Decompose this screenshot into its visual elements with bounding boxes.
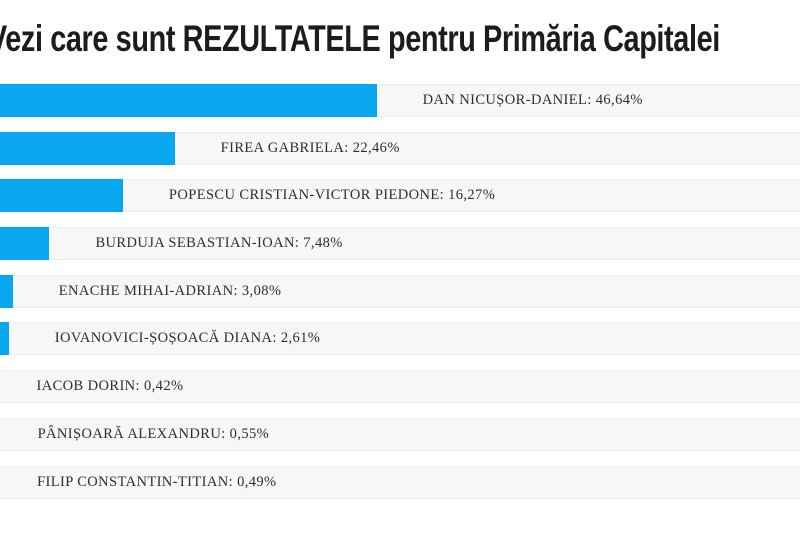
result-row: BURDUJA SEBASTIAN-IOAN: 7,48% [0, 227, 800, 261]
candidate-result-label: BURDUJA SEBASTIAN-IOAN: 7,48% [95, 235, 343, 252]
result-row: FIREA GABRIELA: 22,46% [0, 131, 800, 165]
candidate-result-label: POPESCU CRISTIAN-VICTOR PIEDONE: 16,27% [168, 187, 496, 204]
page-title-wrap: Vezi care sunt REZULTATELE pentru Primăr… [0, 10, 800, 68]
candidate-result-label: FIREA GABRIELA: 22,46% [220, 139, 400, 156]
row-background-track [0, 465, 800, 499]
candidate-result-label: ENACHE MIHAI-ADRIAN: 3,08% [58, 282, 282, 299]
candidate-result-label: IACOB DORIN: 0,42% [36, 378, 184, 395]
result-bar [0, 274, 13, 308]
candidate-result-label: FILIP CONSTANTIN-TITIAN: 0,49% [37, 473, 277, 490]
row-background-track [0, 179, 800, 213]
row-background-track [0, 417, 800, 451]
row-background-track [0, 227, 800, 261]
result-row: FILIP CONSTANTIN-TITIAN: 0,49% [0, 465, 800, 499]
result-row: DAN NICUȘOR-DANIEL: 46,64% [0, 84, 800, 117]
results-bar-chart: DAN NICUȘOR-DANIEL: 46,64% FIREA GABRIEL… [0, 84, 800, 534]
candidate-result-label: PÂNIȘOARĂ ALEXANDRU: 0,55% [37, 425, 270, 442]
result-row: IACOB DORIN: 0,42% [0, 370, 800, 404]
result-bar [0, 179, 123, 213]
result-bar [0, 84, 377, 117]
result-row: POPESCU CRISTIAN-VICTOR PIEDONE: 16,27% [0, 179, 800, 213]
candidate-result-label: DAN NICUȘOR-DANIEL: 46,64% [422, 92, 643, 108]
result-row: IOVANOVICI-ȘOȘOACĂ DIANA: 2,61% [0, 322, 800, 356]
result-bar [0, 131, 175, 165]
page-title: Vezi care sunt REZULTATELE pentru Primăr… [0, 18, 720, 59]
result-row: PÂNIȘOARĂ ALEXANDRU: 0,55% [0, 417, 800, 451]
row-background-track [0, 274, 800, 308]
row-background-track [0, 322, 800, 356]
candidate-result-label: IOVANOVICI-ȘOȘOACĂ DIANA: 2,61% [54, 330, 321, 347]
row-background-track [0, 370, 800, 404]
result-bar [0, 322, 9, 356]
result-bar [0, 227, 50, 261]
result-row: ENACHE MIHAI-ADRIAN: 3,08% [0, 274, 800, 308]
